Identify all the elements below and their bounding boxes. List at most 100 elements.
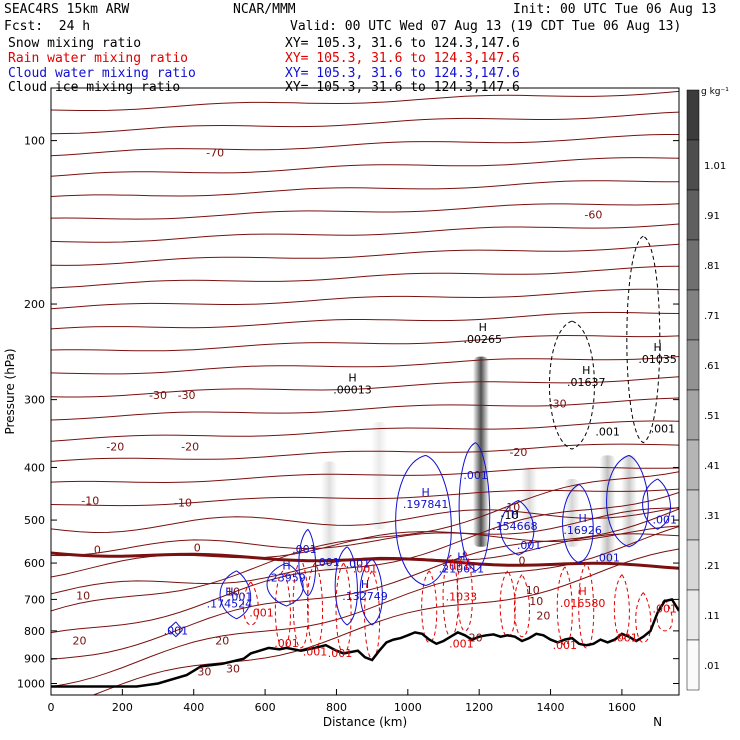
colorbar-label: .81: [704, 261, 720, 272]
isotherm-label: -30: [549, 397, 567, 410]
cloud-water-contour: [334, 546, 358, 626]
isotherm-label: -30: [149, 389, 167, 402]
colorbar-label: 1.01: [704, 161, 726, 172]
isotherm-line: [51, 157, 679, 177]
isotherm-line: [51, 134, 679, 157]
isotherm-label: -70: [206, 147, 224, 160]
max-value-label: .016580: [560, 597, 606, 610]
isotherm-label: 10: [529, 595, 543, 608]
y-tick-label: 600: [24, 557, 45, 570]
colorbar-label: .01: [704, 661, 720, 672]
y-tick-label: 400: [24, 461, 45, 474]
max-value-label: .174524: [207, 598, 253, 611]
rain-water-contour: [656, 599, 673, 632]
x-tick-label: 1200: [465, 701, 493, 714]
contour-label: .001: [328, 647, 353, 660]
contour-label: .001: [274, 637, 299, 650]
y-tick-label: 1000: [17, 677, 45, 690]
isotherm-line: [51, 111, 679, 135]
rain-water-contour: [578, 562, 595, 649]
rain-water-contour: [456, 550, 473, 632]
y-tick-label: 300: [24, 394, 45, 407]
x-tick-label: 200: [112, 701, 133, 714]
contour-label: .001: [652, 513, 677, 526]
isotherm-label: 0: [94, 543, 101, 556]
max-marker: H: [457, 551, 465, 564]
colorbar-label: .61: [704, 361, 720, 372]
rain-water-contour: [556, 566, 573, 646]
contour-label: .001: [249, 607, 274, 620]
isotherm-label: 20: [536, 610, 550, 623]
colorbar-label: .51: [704, 411, 720, 422]
isotherm-label: 30: [197, 665, 211, 678]
isotherm-label: 0: [194, 541, 201, 554]
cloud-water-contour: [395, 454, 452, 587]
contour-label: .001: [353, 563, 378, 576]
max-marker: H: [582, 364, 590, 377]
colorbar-bin: [686, 189, 700, 241]
isotherm-label: -60: [584, 208, 602, 221]
cloud-water-contour: [359, 558, 383, 626]
max-marker: H: [348, 371, 356, 384]
cloud-water-contour: [219, 570, 252, 620]
isotherm-line: [51, 356, 679, 375]
field-snow-name: Snow mixing ratio: [8, 36, 142, 51]
rain-water-contour: [513, 574, 530, 638]
isotherm-label: -10: [502, 501, 520, 514]
contour-label: .001: [446, 560, 471, 573]
isotherm-line: [51, 471, 679, 612]
isotherm-label: 10: [76, 589, 90, 602]
max-value-label: .132749: [342, 590, 388, 603]
y-tick-label: 900: [24, 653, 45, 666]
snow-mixing-core: [321, 461, 338, 571]
plot-frame: [50, 87, 680, 696]
max-value-label: .197841: [403, 498, 449, 511]
max-value-label: .001: [651, 423, 676, 436]
colorbar-label: .31: [704, 511, 720, 522]
model-title: SEAC4RS 15km ARW: [4, 2, 130, 17]
forecast-hour: Fcst: 24 h: [4, 19, 91, 34]
colorbar-unit: g kg⁻¹: [701, 87, 729, 97]
max-value-label: .01637: [567, 376, 606, 389]
isotherm-label: -20: [181, 440, 199, 453]
cloud-water-contour: [499, 499, 535, 556]
cloud-water-contour: [642, 478, 671, 530]
isotherm-line: [51, 334, 679, 352]
isotherm-line: [51, 265, 679, 289]
field-rain-xy: XY= 105.3, 31.6 to 124.3,147.6: [285, 51, 520, 66]
colorbar-label: .11: [704, 611, 720, 622]
colorbar-bin: [686, 639, 700, 691]
field-cloudwater-xy: XY= 105.3, 31.6 to 124.3,147.6: [285, 66, 520, 81]
isotherm-label: 0: [519, 555, 526, 568]
contour-label: .001: [613, 631, 638, 644]
y-tick-label: 800: [24, 625, 45, 638]
isotherm-line: [51, 223, 679, 243]
contour-label: .001: [463, 469, 488, 482]
isotherm-label: 30: [226, 663, 240, 676]
contour-label: .001: [164, 624, 189, 637]
x-tick-label: 600: [255, 701, 276, 714]
colorbar-bin: [686, 489, 700, 541]
max-marker: H: [479, 321, 487, 334]
rain-water-contour: [292, 558, 309, 649]
max-value-label: .23959: [267, 572, 306, 585]
cloud-ice-contour: [626, 235, 661, 444]
colorbar-bin: [686, 539, 700, 591]
x-tick-label: 1400: [537, 701, 565, 714]
isotherm-line: [51, 288, 679, 310]
isotherm-line: [51, 90, 679, 111]
isotherm-label: -20: [509, 446, 527, 459]
max-value-label: .1033: [446, 591, 478, 604]
plot-area: [51, 90, 679, 695]
max-marker: H: [422, 486, 430, 499]
y-tick-label: 700: [24, 593, 45, 606]
max-marker: H: [361, 578, 369, 591]
max-marker: H: [511, 508, 519, 521]
isotherm-line: [51, 525, 679, 557]
contour-label: .001: [449, 637, 474, 650]
isotherm-line: [51, 488, 679, 507]
cloud-water-contour: [298, 528, 317, 597]
colorbar-bin: [686, 389, 700, 441]
colorbar-bin: [686, 89, 700, 141]
